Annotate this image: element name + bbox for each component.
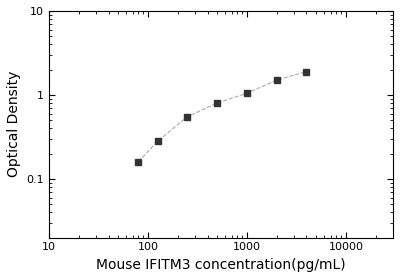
X-axis label: Mouse IFITM3 concentration(pg/mL): Mouse IFITM3 concentration(pg/mL) <box>96 258 346 272</box>
Y-axis label: Optical Density: Optical Density <box>7 71 21 177</box>
